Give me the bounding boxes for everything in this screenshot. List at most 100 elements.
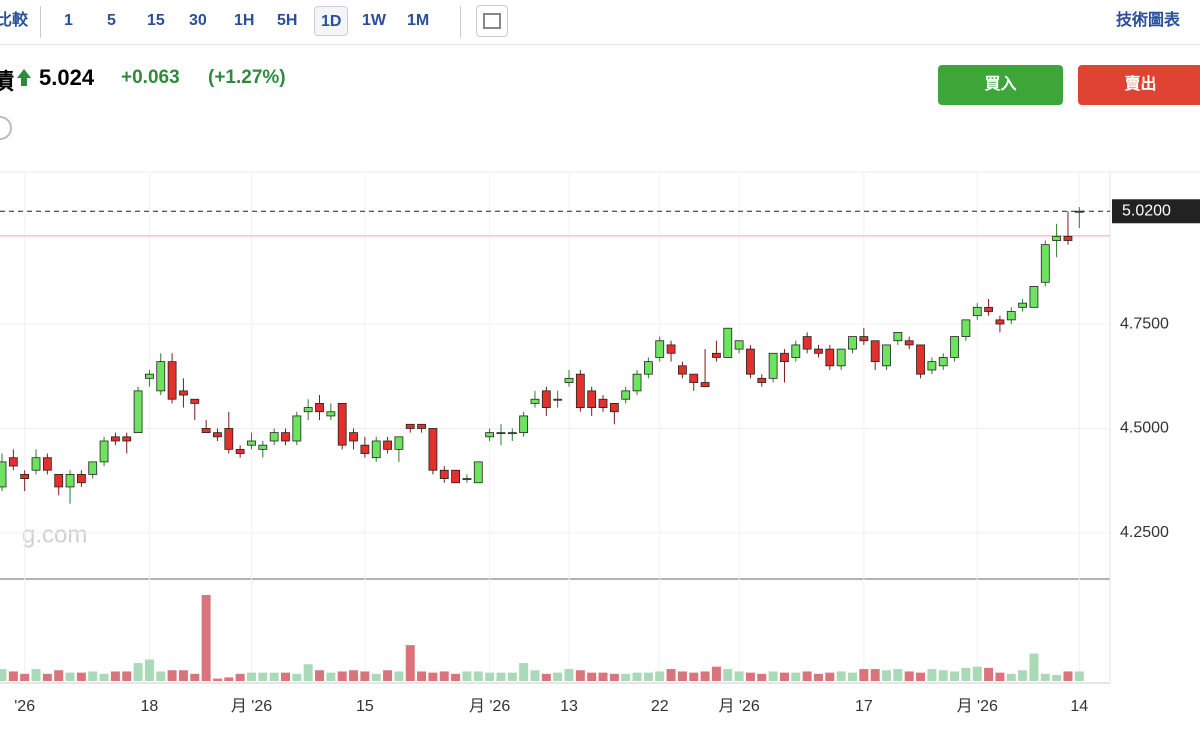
sell-button[interactable]: 賣出 xyxy=(1078,65,1200,105)
x-tick-label: 17 xyxy=(855,698,873,715)
volume-bar xyxy=(439,671,449,681)
volume-bar xyxy=(972,666,982,681)
x-tick-label: 月 '26 xyxy=(231,698,272,715)
candle-body xyxy=(780,352,789,363)
volume-bar xyxy=(281,672,290,681)
volume-bar xyxy=(473,671,483,681)
volume-bar xyxy=(700,671,710,681)
interval-button[interactable]: 5 xyxy=(107,12,116,29)
candle-body xyxy=(439,469,449,479)
candle-body xyxy=(995,319,1005,325)
volume-bar xyxy=(156,671,166,681)
interval-button[interactable]: 15 xyxy=(147,12,165,29)
volume-bar xyxy=(995,672,1005,681)
volume-bar xyxy=(76,672,86,681)
volume-bar xyxy=(178,670,188,681)
volume-bar xyxy=(8,671,18,681)
interval-button[interactable]: 1W xyxy=(362,12,386,29)
candle-body xyxy=(802,336,812,350)
interval-button[interactable]: 1D xyxy=(314,6,349,36)
volume-bar xyxy=(88,671,98,681)
candle-body xyxy=(451,469,461,484)
volume-bar xyxy=(541,673,551,681)
interval-button[interactable]: 1M xyxy=(407,12,430,29)
technical-chart-button[interactable]: 技術圖表 xyxy=(1116,12,1181,29)
candle-body xyxy=(541,390,551,408)
candle-body xyxy=(734,340,744,350)
volume-bar xyxy=(677,671,687,681)
volume-bar xyxy=(349,670,359,681)
interval-button[interactable]: 1H xyxy=(234,12,255,29)
volume-bar xyxy=(371,673,381,681)
volume-bar xyxy=(496,672,506,681)
volume-bar xyxy=(893,669,903,681)
candle-body xyxy=(99,440,109,463)
buy-button[interactable]: 買入 xyxy=(938,65,1063,105)
candle-body xyxy=(655,340,665,358)
candle-body xyxy=(54,474,64,488)
x-tick-label: 22 xyxy=(651,698,669,715)
volume-bar xyxy=(519,663,529,681)
candle-body xyxy=(417,423,426,429)
volume-bar xyxy=(190,673,200,681)
candle-body xyxy=(587,390,597,408)
toolbar: 比較 技術圖表 1 5 15 30 1H 5H 1D 1W 1M xyxy=(0,0,1200,45)
interval-button[interactable]: 5H xyxy=(277,12,298,29)
volume-bar xyxy=(553,672,563,681)
candle-body xyxy=(927,361,937,371)
volume-bar xyxy=(235,673,245,681)
watermark: g.com xyxy=(22,521,87,548)
candle-body xyxy=(836,348,846,367)
volume-bar xyxy=(65,672,75,681)
candle-body xyxy=(859,336,869,342)
volume-bar xyxy=(530,670,540,681)
candle-body xyxy=(575,373,585,408)
volume-bar xyxy=(315,670,325,681)
volume-bar xyxy=(621,673,631,681)
y-tick-label: 4.7500 xyxy=(1120,315,1169,332)
volume-bar xyxy=(802,671,812,681)
compare-button[interactable]: 比較 xyxy=(0,12,29,29)
icon xyxy=(483,13,501,29)
up-arrow xyxy=(17,69,31,78)
candle-body xyxy=(428,428,438,471)
candle-body xyxy=(700,382,710,388)
chart-layout-button[interactable] xyxy=(476,5,508,37)
candle-body xyxy=(723,327,733,358)
volume-bar xyxy=(110,671,120,681)
y-tick-label: 4.5000 xyxy=(1120,420,1169,437)
volume-bar xyxy=(54,670,64,681)
change: +0.063 xyxy=(121,67,180,88)
y-tick-label: 4.2500 xyxy=(1120,524,1169,541)
candle-body xyxy=(530,398,540,404)
candle-body xyxy=(678,365,687,375)
volume-bar xyxy=(791,672,801,681)
volume-bar xyxy=(31,669,41,681)
candle-body xyxy=(42,457,52,471)
candle-body xyxy=(145,373,154,379)
candle-body xyxy=(405,423,415,429)
candle-body xyxy=(8,457,18,467)
volume-bar xyxy=(984,667,994,681)
volume-bar xyxy=(383,670,393,681)
candle-body xyxy=(938,357,948,367)
interval-button[interactable]: 1 xyxy=(64,12,73,29)
volume-bar xyxy=(587,672,597,681)
up-arrow xyxy=(21,78,27,86)
interval-button[interactable]: 30 xyxy=(189,12,207,29)
volume-bar xyxy=(326,672,336,681)
volume-bar xyxy=(655,671,665,681)
candle-body xyxy=(20,474,30,479)
x-tick-label: 月 '26 xyxy=(718,698,759,715)
volume-bar xyxy=(360,671,370,681)
candle-body xyxy=(519,415,529,434)
candle-body xyxy=(825,348,835,367)
candle-body xyxy=(848,336,857,350)
divider xyxy=(40,6,41,38)
candle-body xyxy=(0,461,7,488)
volume-bar xyxy=(689,672,699,681)
volume-bar xyxy=(711,666,721,681)
candle-body xyxy=(814,348,823,354)
volume-bar xyxy=(768,671,778,681)
